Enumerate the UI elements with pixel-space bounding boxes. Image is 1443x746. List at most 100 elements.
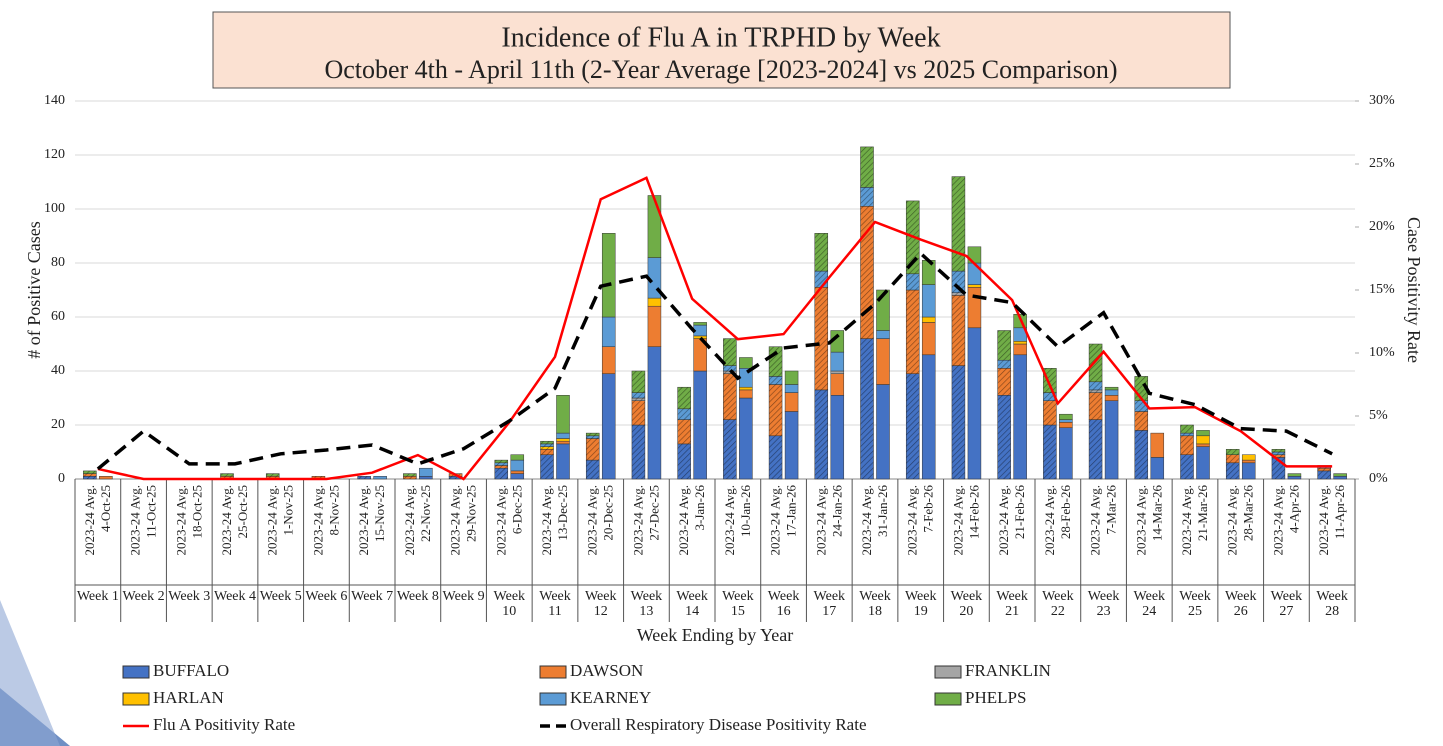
bar-segment bbox=[510, 459, 525, 472]
x-tick-label: 2023-24 Avg. bbox=[813, 485, 828, 556]
bar-segment bbox=[693, 322, 707, 326]
hatch-overlay bbox=[1180, 425, 1194, 434]
bar-segment bbox=[830, 373, 845, 396]
hatch-overlay bbox=[1089, 344, 1103, 382]
bar-segment bbox=[1104, 386, 1119, 391]
hatch-overlay bbox=[723, 373, 737, 420]
y2-tick-label: 30% bbox=[1369, 93, 1395, 108]
bar-segment bbox=[510, 470, 525, 474]
bar-segment bbox=[647, 297, 662, 307]
bar-segment bbox=[784, 370, 799, 385]
hatch-overlay bbox=[1317, 470, 1331, 479]
y-tick-label: 140 bbox=[44, 93, 65, 108]
week-label: Week 16 bbox=[767, 589, 800, 619]
bar-segment bbox=[601, 316, 616, 347]
bar-segment bbox=[510, 454, 525, 461]
bar-segment bbox=[1104, 395, 1119, 401]
x-tick-label: 15-Nov-25 bbox=[372, 485, 387, 542]
hatch-overlay bbox=[677, 408, 691, 420]
week-label: Week 20 bbox=[950, 589, 983, 619]
week-label: Week 19 bbox=[904, 589, 937, 619]
bar-segment bbox=[739, 397, 753, 480]
hatch-overlay bbox=[769, 384, 783, 436]
x-tick-label: 18-Oct-25 bbox=[189, 485, 204, 538]
bar-segment bbox=[1241, 462, 1256, 480]
week-label: Week 18 bbox=[859, 589, 891, 619]
y-tick-label: 80 bbox=[51, 255, 65, 270]
hatch-overlay bbox=[1180, 435, 1194, 455]
x-tick-label: 25-Oct-25 bbox=[235, 485, 250, 538]
hatch-overlay bbox=[631, 400, 645, 425]
bar-segment bbox=[647, 305, 662, 347]
x-tick-label: 20-Dec-25 bbox=[601, 485, 616, 541]
hatch-overlay bbox=[860, 187, 874, 207]
chart-subtitle: October 4th - April 11th (2-Year Average… bbox=[324, 55, 1117, 84]
hatch-overlay bbox=[1043, 368, 1057, 393]
bar-segment bbox=[1059, 413, 1073, 420]
y2-tick-label: 20% bbox=[1369, 219, 1395, 234]
hatch-overlay bbox=[540, 443, 554, 447]
legend-label: HARLAN bbox=[153, 688, 224, 707]
bar-segment bbox=[1059, 427, 1073, 480]
week-label: Week 28 bbox=[1316, 589, 1348, 619]
hatch-overlay bbox=[1226, 449, 1240, 455]
bar-segment bbox=[921, 284, 936, 318]
x-tick-label: 2023-24 Avg. bbox=[630, 485, 645, 556]
bar-segment bbox=[967, 287, 982, 329]
x-axis-label: Week Ending by Year bbox=[637, 625, 794, 645]
legend-swatch bbox=[539, 692, 567, 706]
bar-segment bbox=[1104, 400, 1119, 480]
bar-segment bbox=[601, 373, 616, 480]
legend-swatch bbox=[539, 665, 567, 679]
decor-triangle bbox=[0, 600, 60, 746]
hatch-overlay bbox=[860, 146, 874, 188]
x-tick-label: 3-Jan-26 bbox=[692, 485, 707, 531]
legend-swatch bbox=[122, 692, 150, 706]
bar-segment bbox=[601, 346, 616, 374]
hatch-overlay bbox=[1180, 454, 1194, 479]
y2-axis-label: Case Positivity Rate bbox=[1404, 217, 1424, 363]
x-tick-label: 2023-24 Avg. bbox=[310, 485, 325, 556]
bar-segment bbox=[1287, 473, 1302, 477]
x-tick-label: 2023-24 Avg. bbox=[173, 485, 188, 556]
week-label: Week 3 bbox=[168, 589, 211, 604]
x-tick-label: 2023-24 Avg. bbox=[219, 485, 234, 556]
x-tick-label: 2023-24 Avg. bbox=[950, 485, 965, 556]
bar-segment bbox=[1196, 435, 1210, 445]
hatch-overlay bbox=[723, 419, 737, 479]
legend-label: DAWSON bbox=[570, 661, 643, 680]
hatch-overlay bbox=[677, 387, 691, 409]
x-tick-label: 2023-24 Avg. bbox=[402, 485, 417, 556]
week-label: Week 12 bbox=[584, 589, 617, 619]
hatch-overlay bbox=[403, 473, 417, 477]
y-tick-label: 120 bbox=[44, 147, 65, 162]
bar-segment bbox=[1241, 459, 1256, 464]
hatch-overlay bbox=[997, 368, 1011, 396]
x-tick-label: 2023-24 Avg. bbox=[996, 485, 1011, 556]
hatch-overlay bbox=[1089, 381, 1103, 390]
hatch-overlay bbox=[403, 476, 417, 479]
hatch-overlay bbox=[494, 468, 508, 479]
hatch-overlay bbox=[540, 441, 554, 444]
week-label: Week 2 bbox=[122, 589, 165, 604]
hatch-overlay bbox=[586, 460, 600, 479]
x-tick-label: 2023-24 Avg. bbox=[1179, 485, 1194, 556]
week-label: Week 14 bbox=[676, 589, 708, 619]
week-label: Week 21 bbox=[996, 589, 1028, 619]
bar-segment bbox=[1013, 341, 1027, 345]
x-tick-label: 11-Apr-26 bbox=[1332, 485, 1347, 540]
legend-swatch bbox=[934, 665, 962, 679]
week-label: Week 27 bbox=[1270, 589, 1303, 619]
x-tick-label: 1-Nov-25 bbox=[281, 485, 296, 536]
x-tick-label: 22-Nov-25 bbox=[418, 485, 433, 542]
hatch-overlay bbox=[1043, 425, 1057, 479]
bar-segment bbox=[556, 440, 570, 445]
hatch-overlay bbox=[1089, 419, 1103, 479]
bar-segment bbox=[1333, 476, 1347, 480]
hatch-overlay bbox=[494, 460, 508, 463]
hatch-overlay bbox=[220, 473, 234, 477]
hatch-overlay bbox=[83, 473, 97, 477]
hatch-overlay bbox=[1134, 411, 1148, 431]
y2-tick-label: 10% bbox=[1369, 345, 1395, 360]
bar-segment bbox=[921, 316, 936, 323]
